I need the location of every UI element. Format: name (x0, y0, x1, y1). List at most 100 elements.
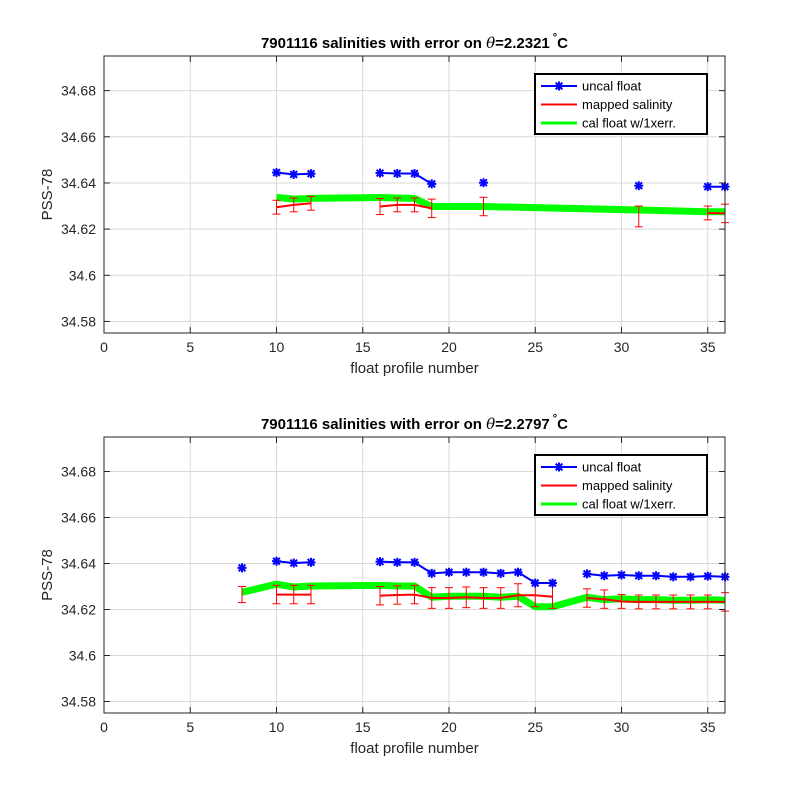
point-uncal-float (617, 570, 626, 580)
legend-label: cal float w/1xerr. (582, 116, 676, 131)
marker-stroke (554, 462, 564, 472)
x-tick-label: 30 (614, 339, 630, 355)
errorbar (514, 583, 522, 608)
series-uncal-float-line (379, 172, 433, 185)
title-unit: C (557, 416, 568, 433)
point-uncal-float (410, 557, 419, 567)
marker-stroke (513, 568, 523, 577)
marker-stroke (617, 570, 626, 580)
marker-stroke (703, 182, 712, 191)
errorbar (703, 205, 712, 221)
errorbar (410, 197, 419, 213)
x-tick-label: 10 (269, 339, 285, 355)
marker-stroke (582, 569, 592, 578)
legend-label: uncal float (582, 460, 642, 475)
marker-stroke (237, 563, 247, 572)
legend-item: mapped salinity (541, 97, 673, 112)
x-tick-label: 35 (700, 339, 716, 355)
errorbar (307, 195, 315, 211)
point-uncal-float (686, 572, 695, 582)
marker-stroke (427, 569, 436, 578)
marker-stroke (600, 571, 609, 580)
x-tick-label: 25 (527, 719, 543, 735)
point-uncal-float (599, 571, 609, 581)
point-uncal-float (634, 181, 644, 191)
marker-stroke (306, 169, 316, 178)
legend-label: mapped salinity (582, 478, 673, 493)
legend: uncal float mapped salinity cal float w/1x… (534, 454, 708, 516)
point-uncal-float (306, 169, 316, 179)
x-tick-label: 5 (186, 339, 194, 355)
point-uncal-float (548, 578, 557, 588)
title-degree: ° (553, 32, 557, 44)
chart-title: 7901116 salinities with error on θ=2.279… (261, 413, 568, 433)
point-uncal-float (651, 571, 661, 581)
errorbar (686, 594, 695, 610)
marker-stroke (531, 578, 540, 588)
point-uncal-float (530, 578, 540, 588)
point-uncal-float (479, 178, 488, 188)
point-uncal-float (427, 568, 437, 578)
y-tick-label: 34.68 (61, 83, 96, 99)
errorbar (307, 584, 315, 605)
legend-item: cal float w/1xerr. (541, 116, 676, 131)
errorbar (393, 197, 402, 213)
axes-frame (103, 55, 726, 334)
legend-label: cal float w/1xerr. (582, 497, 676, 512)
errorbar (583, 588, 591, 608)
title-text: 7901116 salinities with error on (261, 416, 486, 433)
errorbar (289, 584, 298, 605)
point-uncal-float (410, 168, 419, 178)
marker-stroke (634, 571, 643, 580)
x-axis-label: float profile number (350, 740, 478, 757)
point-uncal-float (496, 568, 506, 578)
legend-label: uncal float (582, 79, 642, 94)
y-tick-label: 34.6 (69, 648, 96, 664)
point-uncal-float (392, 168, 402, 178)
legend-label: mapped salinity (582, 97, 673, 112)
x-tick-label: 15 (355, 339, 371, 355)
point-uncal-float (703, 182, 713, 192)
marker-stroke (289, 558, 298, 568)
point-uncal-float (582, 569, 592, 579)
marker-stroke (651, 571, 661, 580)
errorbar (600, 589, 609, 609)
errorbar (652, 594, 660, 610)
point-uncal-float (513, 567, 523, 577)
errorbar (393, 585, 402, 605)
series-mapped-salinity-line (379, 203, 432, 210)
point-uncal-float (272, 556, 281, 566)
errorbar (634, 594, 643, 610)
errorbar (376, 586, 384, 606)
x-tick-label: 20 (441, 339, 457, 355)
x-tick-label: 30 (614, 719, 630, 735)
point-uncal-float (375, 557, 385, 567)
marker-stroke (375, 168, 385, 178)
x-tick-label: 15 (355, 719, 371, 735)
axes-frame (103, 436, 726, 714)
point-uncal-float (444, 567, 454, 577)
y-tick-label: 34.64 (61, 556, 96, 572)
legend-item: mapped salinity (541, 478, 673, 493)
y-tick-label: 34.58 (61, 313, 96, 329)
errorbar (496, 587, 505, 609)
errorbar (410, 584, 419, 605)
errorbar (669, 594, 678, 610)
y-tick-label: 34.62 (61, 602, 96, 618)
errorbar (445, 587, 453, 609)
legend-item: cal float w/1xerr. (541, 497, 676, 512)
errorbar (479, 196, 488, 217)
marker-stroke (444, 568, 454, 577)
marker-stroke (686, 572, 695, 581)
y-tick-label: 34.66 (61, 129, 96, 145)
errorbar (238, 586, 246, 604)
legend-marker (554, 81, 564, 91)
y-tick-label: 34.64 (61, 175, 96, 191)
errorbar (479, 587, 488, 609)
title-theta: θ (486, 415, 495, 433)
x-tick-label: 10 (269, 719, 285, 735)
errorbar (427, 198, 436, 219)
legend-item: uncal float (541, 460, 642, 475)
chart-2: 0 5 10 15 20 25 30 35 34.58 34.6 34.62 34.64 34.66 34… (39, 413, 730, 757)
title-value: =2.2321 (495, 35, 550, 52)
